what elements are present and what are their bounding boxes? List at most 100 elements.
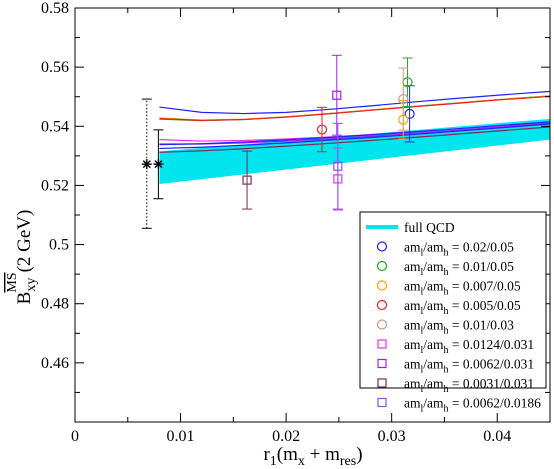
full-qcd-band — [159, 118, 550, 184]
legend-entry-part: l — [421, 345, 424, 356]
legend-entry-part: l — [421, 384, 424, 395]
data-point-9 — [332, 122, 343, 210]
legend-entry-part: = 0.0062/0.031 — [449, 357, 535, 372]
legend-entry-part: l — [421, 404, 424, 415]
legend-entry-label: aml/amh = 0.01/0.03 — [404, 318, 514, 337]
legend-entry-part: /am — [423, 376, 444, 391]
plot-area — [141, 54, 550, 229]
physical-point-1 — [141, 98, 152, 229]
legend-entry-label: aml/amh = 0.0062/0.0186 — [404, 396, 541, 415]
y-axis-title-rest: (2 GeV) — [14, 210, 35, 273]
fit-curve-7 — [159, 121, 550, 146]
x-axis-title-plus: + m — [305, 444, 340, 465]
legend-entry-part: am — [404, 318, 421, 333]
circle-marker — [398, 93, 409, 105]
x-tick-label: 0 — [71, 428, 79, 445]
y-tick-label: 0.52 — [41, 177, 69, 194]
legend-entry-part: am — [404, 337, 421, 352]
legend-entry-part: h — [444, 365, 449, 376]
x-axis-title-sub3: res — [340, 454, 356, 469]
fit-curve-4 — [159, 95, 550, 121]
legend-entry-part: l — [421, 267, 424, 278]
legend-square-marker — [377, 358, 387, 369]
legend-entry-part: = 0.0062/0.0186 — [449, 396, 542, 411]
legend-entry-part: h — [444, 248, 449, 259]
legend-entry-part: = 0.0124/0.031 — [449, 337, 535, 352]
fit-curve-8 — [159, 123, 550, 150]
y-tick-label: 0.56 — [41, 59, 69, 76]
legend-entry-part: am — [404, 396, 421, 411]
legend-entry-part: h — [444, 287, 449, 298]
legend-entry-label: aml/amh = 0.0124/0.031 — [404, 337, 534, 356]
legend-entry-label: aml/amh = 0.01/0.05 — [404, 259, 514, 278]
legend-entry-part: h — [444, 384, 449, 395]
legend-entry-part: l — [421, 326, 424, 337]
legend-circle-marker — [376, 299, 388, 311]
legend-entry-part: = 0.0031/0.031 — [449, 376, 535, 391]
legend-square-marker — [377, 397, 387, 408]
legend-entry-label: aml/amh = 0.02/0.05 — [404, 240, 514, 259]
legend-entry-label: aml/amh = 0.005/0.05 — [404, 298, 521, 317]
legend-entry-part: /am — [423, 259, 444, 274]
legend-entry-part: h — [444, 404, 449, 415]
x-axis-title: r1(mx + mres) — [263, 444, 362, 469]
data-point-1 — [404, 85, 415, 143]
axes: 0.46 0.48 0.5 0.52 0.54 0.56 0.58 0 0.01 0.02 0.03… — [41, 0, 551, 445]
legend-entry-label: aml/amh = 0.0031/0.031 — [404, 376, 534, 395]
y-axis-title: Bxy MS(2 GeV) — [5, 210, 39, 305]
star-icon-stroke — [154, 160, 163, 169]
y-tick-label: 0.48 — [41, 296, 69, 313]
legend-circle-marker — [376, 241, 388, 252]
legend-entry-part: /am — [423, 337, 444, 352]
y-tick-label: 0.5 — [49, 237, 69, 254]
circle-marker — [404, 108, 415, 119]
legend-entry-part: = 0.01/0.03 — [449, 318, 515, 333]
x-axis-title-mid: (m — [277, 444, 298, 465]
y-axis-title-main: B — [14, 292, 35, 305]
square-marker — [333, 161, 343, 171]
legend-circle-marker — [376, 260, 388, 272]
y-tick-label: 0.54 — [41, 118, 69, 135]
legend-entry-part: /am — [423, 357, 444, 372]
legend-entry-part: = 0.007/0.05 — [449, 279, 521, 294]
fit-curve-9 — [159, 126, 550, 153]
legend-entry-part: am — [404, 376, 421, 391]
legend-entry-part: l — [421, 248, 424, 259]
legend-entry-part: am — [404, 357, 421, 372]
legend-entry-part: /am — [423, 279, 444, 294]
data-point-8 — [242, 150, 253, 210]
square-marker — [332, 90, 342, 100]
legend-entry-label: aml/amh = 0.0062/0.031 — [404, 357, 534, 376]
legend-entry-part: = 0.02/0.05 — [449, 240, 515, 255]
legend-band-label: full QCD — [404, 220, 455, 235]
legend-square-marker — [377, 339, 387, 349]
legend-entry-part: am — [404, 259, 421, 274]
legend-entry-part: am — [404, 298, 421, 313]
data-point-4 — [316, 106, 328, 153]
legend-entry-part: = 0.005/0.05 — [449, 298, 521, 313]
legend-entry-part: h — [444, 306, 449, 317]
legend-entry-part: /am — [423, 240, 444, 255]
legend-entry-part: = 0.01/0.05 — [449, 259, 515, 274]
legend-entry-part: /am — [423, 298, 444, 313]
data-point-7 — [331, 54, 342, 136]
legend-entry-part: am — [404, 240, 421, 255]
legend-entry-part: l — [421, 365, 424, 376]
legend-entry-label: aml/amh = 0.007/0.05 — [404, 279, 521, 298]
legend-entry-part: h — [444, 345, 449, 356]
legend-entry-part: /am — [423, 318, 444, 333]
legend-entry-part: h — [444, 326, 449, 337]
legend-entry-part: l — [421, 287, 424, 298]
y-axis-title-sub: xy — [24, 278, 39, 292]
legend-entry-part: h — [444, 267, 449, 278]
legend-circle-marker — [376, 280, 388, 291]
legend-entry-part: l — [421, 306, 424, 317]
x-tick-label: 0.03 — [378, 428, 406, 445]
legend-circle-marker — [376, 319, 388, 330]
legend-square-marker — [377, 378, 387, 388]
physical-point-2 — [153, 129, 164, 200]
legend-entry-part: /am — [423, 396, 444, 411]
legend-box — [359, 211, 547, 389]
